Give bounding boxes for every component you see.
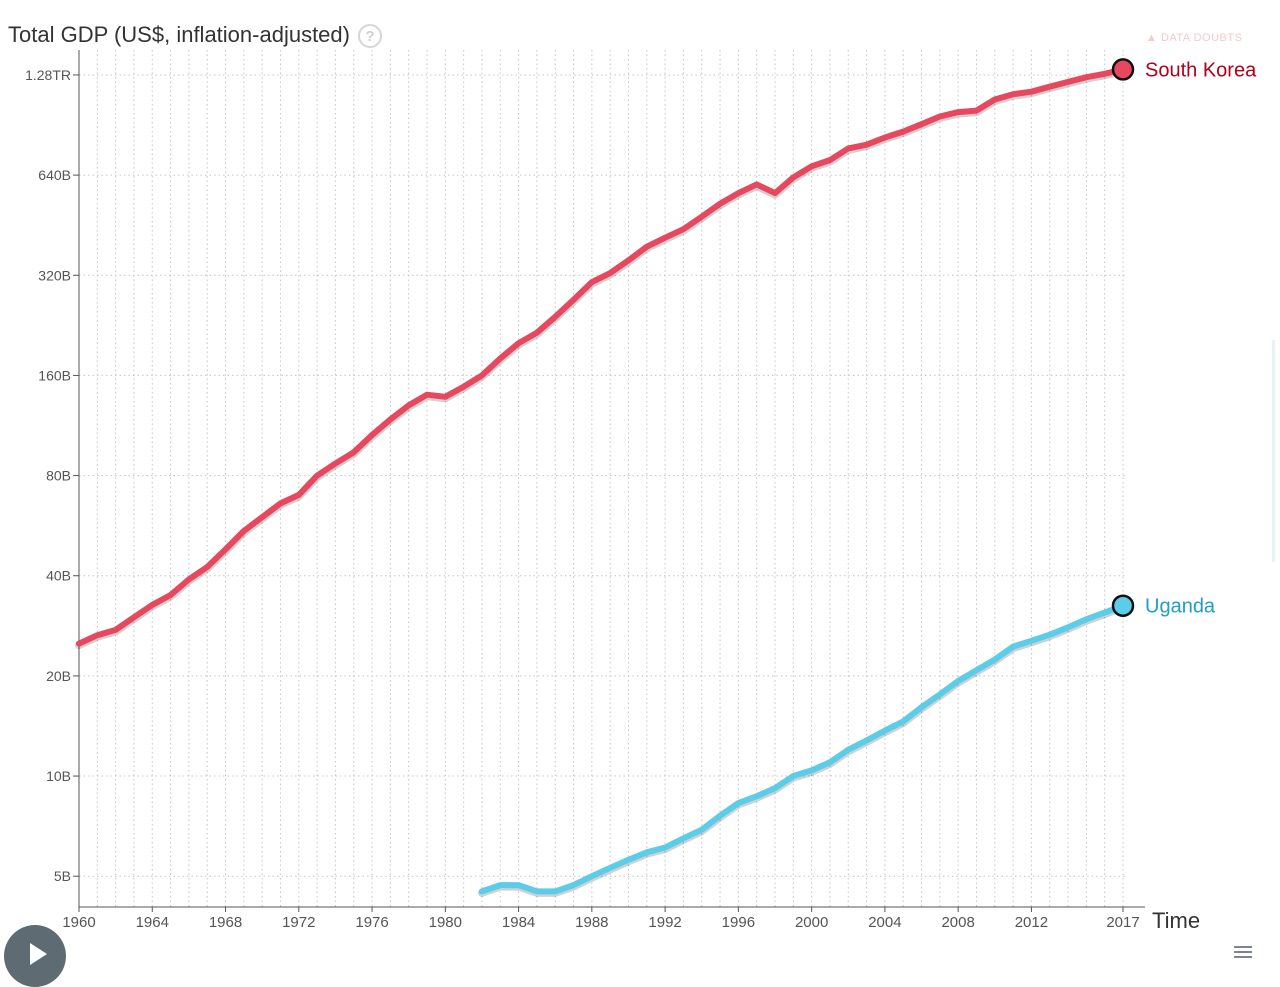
x-tick-label: 1988 [575, 914, 608, 931]
x-tick-label: 1964 [136, 914, 169, 931]
chart-title: Total GDP (US$, inflation-adjusted)? [8, 22, 382, 49]
axes: 5B 10B 20B 40B 80B 160B 320B 640B 1.28TR 1960 1964… [25, 50, 1145, 931]
series-line-shadow [75, 66, 1127, 650]
data-doubts-link[interactable]: ▲ DATA DOUBTS [1146, 32, 1242, 44]
side-panel-edge [1272, 340, 1275, 562]
x-tick-label: 1976 [355, 914, 388, 931]
help-icon[interactable]: ? [357, 24, 382, 49]
series-line-uganda[interactable] [478, 602, 1126, 895]
series-label-uganda[interactable]: Uganda [1145, 596, 1216, 618]
data-doubts-label: DATA DOUBTS [1160, 32, 1243, 44]
x-tick-label: 1968 [209, 914, 242, 931]
series-end-marker-uganda[interactable] [1111, 594, 1135, 617]
x-tick-label: 1960 [62, 914, 95, 931]
settings-icon[interactable] [1234, 946, 1252, 960]
chart-title-text[interactable]: Total GDP (US$, inflation-adjusted) [8, 22, 350, 47]
series-uganda: Uganda [477, 594, 1216, 897]
x-tick-label: 1984 [502, 914, 535, 931]
x-tick-label: 2012 [1015, 914, 1048, 931]
chart-area: 5B 10B 20B 40B 80B 160B 320B 640B 1.28TR 1960 1964… [25, 50, 1257, 931]
series-line-south-korea[interactable] [76, 66, 1126, 647]
y-tick-label: 1.28TR [25, 67, 71, 83]
x-tick-label: 1972 [282, 914, 315, 931]
x-tick-label: 1996 [722, 914, 755, 931]
series-layer: South Korea Uganda [75, 58, 1257, 897]
y-tick-label: 320B [38, 267, 71, 283]
x-tick-label: 2017 [1106, 914, 1139, 931]
series-end-marker-south-korea[interactable] [1111, 58, 1135, 81]
y-tick-label: 20B [46, 668, 71, 684]
x-tick-label: 2004 [868, 914, 901, 931]
y-tick-label: 640B [38, 167, 71, 183]
x-tick-label: 2008 [941, 914, 974, 931]
series-label-south-korea[interactable]: South Korea [1145, 59, 1257, 81]
x-tick-label: 1980 [429, 914, 462, 931]
y-tick-label: 160B [38, 367, 71, 383]
series-line-shadow [477, 603, 1127, 897]
y-tick-label: 80B [46, 468, 71, 484]
y-tick-label: 5B [54, 868, 71, 884]
grid [79, 50, 1125, 907]
x-axis-label[interactable]: Time [1152, 908, 1201, 933]
y-tick-label: 10B [46, 768, 71, 784]
y-tick-label: 40B [46, 568, 71, 584]
warning-icon: ▲ [1146, 32, 1158, 44]
play-button[interactable] [4, 925, 66, 987]
x-tick-label: 1992 [648, 914, 681, 931]
series-south-korea: South Korea [75, 58, 1257, 650]
x-tick-label: 2000 [795, 914, 828, 931]
